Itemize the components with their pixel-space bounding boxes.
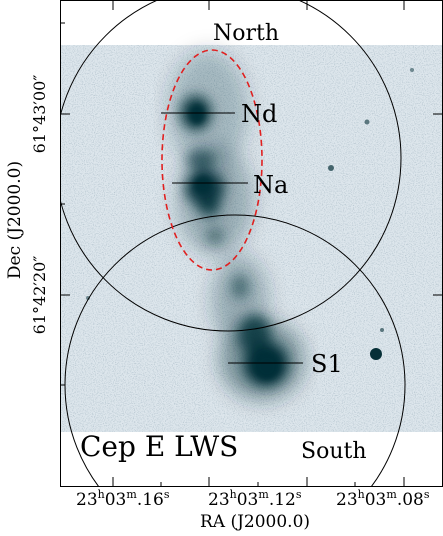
axis-ticks: [60, 0, 443, 487]
source-label-nd: Nd: [241, 100, 277, 128]
y-tick-label: 61°42′20″: [30, 256, 49, 335]
x-tick-label: 23h03m.12s: [208, 488, 302, 510]
x-tick-label: 23h03m.16s: [76, 488, 170, 510]
field-stars: [86, 68, 414, 360]
source-label-na: Na: [253, 171, 288, 199]
sky-image: North South Cep E LWS Nd Na S1: [60, 0, 443, 487]
cores: [189, 104, 279, 379]
field-name-label: Cep E LWS: [80, 430, 238, 463]
knots: [180, 95, 288, 386]
south-label: South: [301, 439, 367, 464]
north-aperture-circle: [60, 0, 402, 332]
x-tick-labels: 23h03m.16s 23h03m.12s 23h03m.08s: [76, 488, 430, 510]
x-axis-title: RA (J2000.0): [200, 512, 310, 532]
source-region-ellipse: [161, 49, 263, 271]
y-axis-title: Dec (J2000.0): [5, 161, 25, 279]
north-label: North: [213, 21, 279, 46]
y-tick-label: 61°43′00″: [30, 75, 49, 154]
source-label-s1: S1: [311, 350, 343, 378]
x-tick-label: 23h03m.08s: [336, 488, 430, 510]
